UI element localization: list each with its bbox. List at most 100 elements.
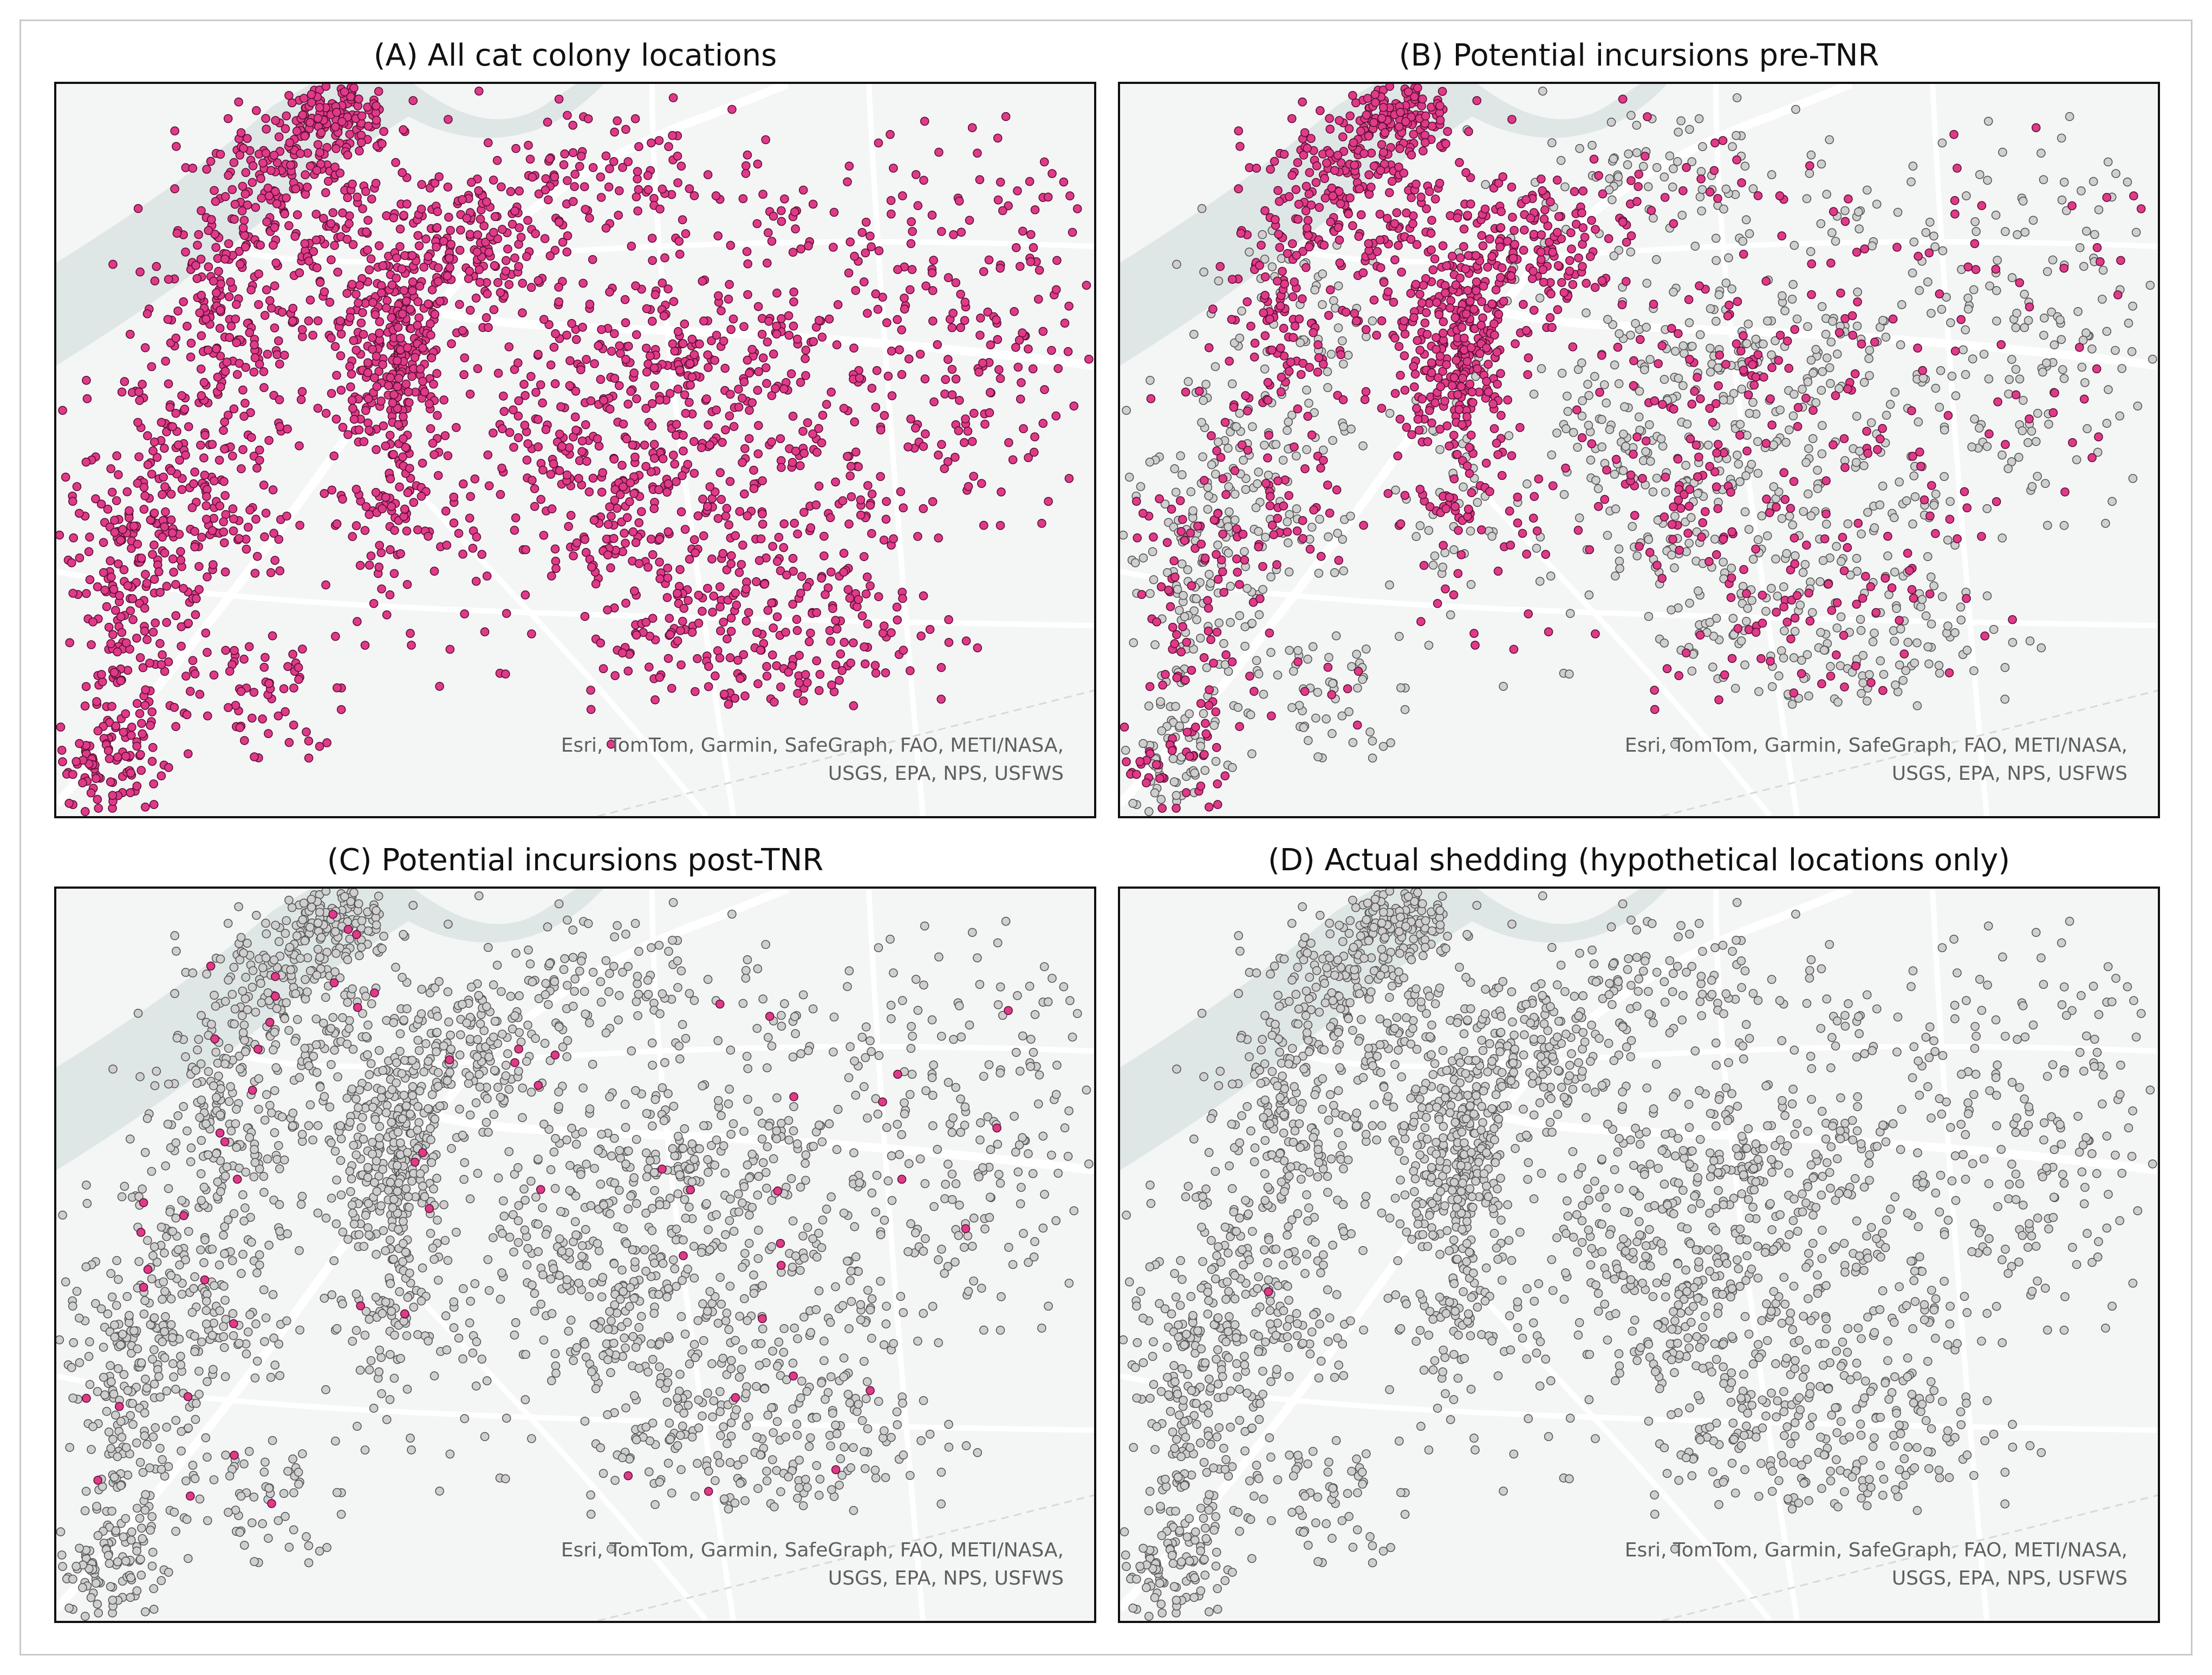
colony-point[interactable] (1684, 318, 1694, 328)
colony-point-highlighted[interactable] (1326, 217, 1335, 227)
colony-point-highlighted[interactable] (850, 251, 859, 261)
colony-point-highlighted[interactable] (1364, 170, 1374, 179)
colony-point[interactable] (1865, 371, 1874, 380)
colony-point-highlighted[interactable] (330, 122, 340, 132)
colony-point[interactable] (2038, 367, 2047, 377)
colony-point[interactable] (1728, 614, 1738, 623)
colony-point-highlighted[interactable] (572, 538, 582, 548)
colony-point-highlighted[interactable] (1472, 286, 1481, 296)
colony-point[interactable] (1644, 611, 1654, 621)
colony-point-highlighted[interactable] (1505, 506, 1514, 516)
colony-point-highlighted[interactable] (1260, 290, 1270, 300)
colony-point[interactable] (1925, 218, 1935, 227)
colony-point-highlighted[interactable] (1030, 205, 1040, 214)
colony-point[interactable] (1591, 475, 1601, 485)
colony-point[interactable] (1209, 721, 1219, 730)
colony-point-highlighted[interactable] (186, 352, 196, 362)
colony-point-highlighted[interactable] (1335, 235, 1344, 245)
colony-point[interactable] (1264, 471, 1273, 480)
colony-point[interactable] (1868, 241, 1877, 251)
colony-point-highlighted[interactable] (356, 138, 366, 147)
colony-point-highlighted[interactable] (680, 319, 689, 329)
colony-point-highlighted[interactable] (80, 807, 90, 816)
colony-point-highlighted[interactable] (703, 501, 712, 511)
colony-point-highlighted[interactable] (851, 286, 861, 295)
colony-point-highlighted[interactable] (550, 172, 559, 181)
colony-point-highlighted[interactable] (429, 380, 438, 389)
colony-point-highlighted[interactable] (511, 513, 521, 523)
colony-point[interactable] (2042, 358, 2051, 368)
colony-point-highlighted[interactable] (313, 316, 323, 325)
colony-point-highlighted[interactable] (490, 212, 500, 221)
colony-point-highlighted[interactable] (676, 507, 686, 517)
colony-point[interactable] (1719, 395, 1728, 405)
colony-point-highlighted[interactable] (297, 387, 307, 396)
colony-point-highlighted[interactable] (277, 308, 287, 317)
colony-point-highlighted[interactable] (206, 157, 216, 166)
colony-point-highlighted[interactable] (171, 722, 180, 731)
colony-point-highlighted[interactable] (1040, 385, 1049, 394)
colony-point[interactable] (1318, 300, 1327, 309)
colony-point-highlighted[interactable] (743, 150, 752, 160)
colony-point[interactable] (1890, 567, 1899, 577)
colony-point-highlighted[interactable] (148, 627, 158, 637)
colony-point-highlighted[interactable] (272, 199, 282, 208)
colony-point-highlighted[interactable] (162, 582, 172, 591)
colony-point[interactable] (1747, 460, 1756, 469)
colony-point-highlighted[interactable] (1304, 231, 1313, 240)
colony-point-highlighted[interactable] (1309, 328, 1318, 337)
colony-point-highlighted[interactable] (203, 572, 212, 582)
colony-point-highlighted[interactable] (786, 369, 796, 379)
colony-point-highlighted[interactable] (279, 350, 289, 360)
colony-point[interactable] (1584, 390, 1593, 400)
colony-point[interactable] (1863, 507, 1872, 517)
colony-point[interactable] (1248, 422, 1257, 432)
colony-point-highlighted[interactable] (408, 96, 418, 106)
colony-point-highlighted[interactable] (128, 615, 138, 624)
colony-point-highlighted[interactable] (685, 359, 695, 368)
colony-point-highlighted[interactable] (654, 136, 664, 145)
colony-point-highlighted[interactable] (322, 738, 331, 747)
colony-point-highlighted[interactable] (199, 453, 209, 462)
colony-point-highlighted[interactable] (1379, 148, 1388, 157)
colony-point[interactable] (2117, 364, 2126, 373)
colony-point[interactable] (1947, 372, 1957, 381)
colony-point-highlighted[interactable] (433, 471, 443, 480)
colony-point[interactable] (1247, 618, 1257, 628)
colony-point-highlighted[interactable] (563, 176, 572, 185)
colony-point-highlighted[interactable] (873, 304, 883, 314)
colony-point[interactable] (1696, 167, 1706, 176)
colony-point-highlighted[interactable] (250, 752, 259, 761)
colony-point-highlighted[interactable] (368, 298, 378, 307)
colony-point[interactable] (2089, 177, 2098, 186)
colony-point[interactable] (1943, 535, 1953, 545)
colony-point-highlighted[interactable] (194, 230, 204, 239)
colony-point[interactable] (1678, 381, 1688, 390)
colony-point-highlighted[interactable] (1414, 426, 1424, 435)
colony-point[interactable] (2102, 419, 2112, 428)
colony-point[interactable] (1529, 389, 1539, 399)
colony-point-highlighted[interactable] (110, 527, 120, 537)
colony-point-highlighted[interactable] (236, 687, 246, 696)
colony-point[interactable] (1669, 164, 1678, 173)
colony-point[interactable] (1394, 631, 1404, 641)
colony-point[interactable] (2027, 482, 2037, 491)
colony-point-highlighted[interactable] (524, 141, 533, 150)
colony-point[interactable] (1584, 420, 1593, 430)
colony-point-highlighted[interactable] (623, 157, 633, 166)
colony-point[interactable] (2024, 438, 2033, 447)
colony-point-highlighted[interactable] (1311, 178, 1321, 187)
colony-point-highlighted[interactable] (887, 391, 897, 401)
colony-point-highlighted[interactable] (1355, 184, 1364, 194)
colony-point-highlighted[interactable] (102, 602, 112, 611)
colony-point-highlighted[interactable] (603, 605, 612, 615)
colony-point[interactable] (1697, 185, 1707, 194)
colony-point-highlighted[interactable] (676, 626, 685, 635)
colony-point[interactable] (1759, 339, 1768, 349)
colony-point-highlighted[interactable] (106, 639, 115, 648)
colony-point[interactable] (1203, 505, 1213, 514)
colony-point-highlighted[interactable] (309, 247, 318, 256)
colony-point-highlighted[interactable] (1345, 111, 1355, 121)
colony-point-highlighted[interactable] (648, 256, 657, 265)
colony-point-highlighted[interactable] (307, 97, 316, 107)
